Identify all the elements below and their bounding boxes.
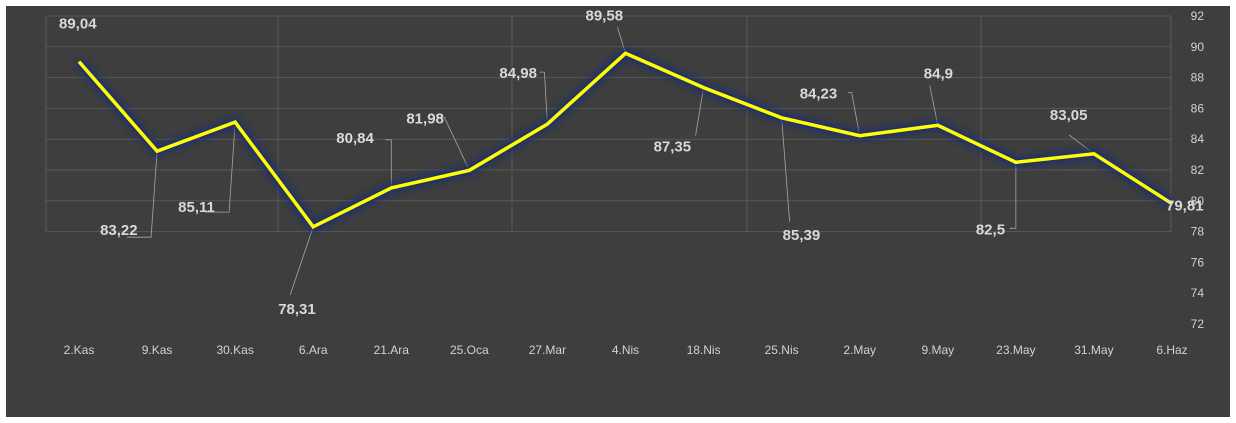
chart-frame: 72 74 76 78 80 82 84 86 88 90 92 2.Kas 9.Kas 30.Kas 6… (6, 6, 1230, 417)
leader-line (929, 85, 939, 126)
data-label: 83,05 (1050, 107, 1088, 124)
leader-line (539, 71, 548, 125)
x-tick-label: 31.May (1074, 343, 1113, 357)
leader-line (289, 226, 314, 295)
data-label: 83,22 (100, 222, 138, 239)
x-tick-label: 25.Nis (765, 343, 799, 357)
y-tick-label: 82 (1191, 163, 1205, 177)
x-tick-label: 25.Oca (450, 343, 489, 357)
y-tick-label: 84 (1191, 132, 1205, 146)
y-tick-label: 88 (1191, 71, 1205, 85)
leader-line (385, 139, 392, 188)
y-tick-label: 76 (1191, 255, 1205, 269)
x-tick-label: 27.Mar (529, 343, 566, 357)
y-tick-label: 80 (1191, 194, 1205, 208)
x-tick-label: 21.Ara (374, 343, 410, 357)
data-label: 78,31 (278, 301, 316, 318)
x-axis: 2.Kas 9.Kas 30.Kas 6.Ara 21.Ara 25.Oca 27.Mar 4… (64, 343, 1188, 357)
leader-line (205, 122, 236, 213)
data-label: 89,58 (586, 7, 624, 24)
data-label: 85,11 (178, 199, 215, 216)
data-label: 87,35 (654, 139, 692, 156)
data-label: 84,23 (800, 86, 838, 103)
data-label: 84,9 (924, 65, 953, 82)
x-tick-label: 18.Nis (687, 343, 721, 357)
data-label: 89,04 (59, 16, 97, 33)
data-label: 85,39 (783, 227, 821, 244)
leader-line (695, 87, 704, 136)
y-tick-label: 78 (1191, 225, 1205, 239)
leader-line (1009, 162, 1017, 229)
data-label: 80,84 (336, 130, 374, 147)
y-axis: 72 74 76 78 80 82 84 86 88 90 92 (1191, 9, 1205, 331)
data-label: 82,5 (976, 221, 1005, 238)
data-label: 79,81 (1166, 198, 1204, 215)
line-chart: 72 74 76 78 80 82 84 86 88 90 92 2.Kas 9.Kas 30.Kas 6… (45, 7, 1205, 357)
leader-line (127, 151, 158, 238)
y-tick-label: 86 (1191, 101, 1205, 115)
gridlines (45, 15, 1172, 233)
x-tick-label: 2.May (843, 343, 876, 357)
x-tick-label: 30.Kas (216, 343, 253, 357)
leader-line (781, 117, 791, 222)
x-tick-label: 6.Ara (299, 343, 328, 357)
data-label: 81,98 (406, 110, 444, 127)
x-tick-label: 23.May (996, 343, 1035, 357)
x-tick-label: 9.May (921, 343, 954, 357)
y-tick-label: 92 (1191, 9, 1205, 23)
x-tick-label: 6.Haz (1156, 343, 1187, 357)
leader-line (436, 116, 470, 171)
leader-line (847, 92, 861, 136)
x-tick-label: 9.Kas (142, 343, 173, 357)
y-tick-label: 90 (1191, 40, 1205, 54)
data-label: 84,98 (499, 65, 537, 82)
y-tick-label: 72 (1191, 317, 1205, 331)
data-labels: 89,04 83,22 85,11 78,31 80,84 81,98 84,98 89,58… (59, 7, 1204, 318)
series-line (77, 51, 1173, 230)
x-tick-label: 4.Nis (612, 343, 639, 357)
x-tick-label: 2.Kas (64, 343, 95, 357)
y-tick-label: 74 (1191, 286, 1205, 300)
